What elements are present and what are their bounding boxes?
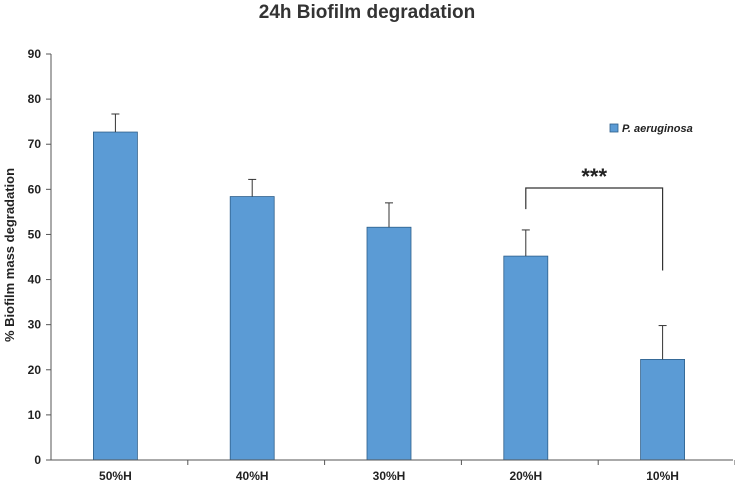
- y-tick-label: 30: [28, 318, 42, 332]
- x-tick-label: 40%H: [236, 469, 269, 483]
- y-tick-label: 80: [28, 92, 42, 106]
- bar: [93, 131, 138, 461]
- x-axis-ticks: 50%H 40%H 30%H 20%H 10%H: [99, 460, 735, 483]
- legend-label: P. aeruginosa: [622, 123, 693, 135]
- chart-title: 24h Biofilm degradation: [259, 2, 475, 23]
- bar: [503, 255, 549, 461]
- y-axis-label: % Biofilm mass degradation: [2, 168, 17, 342]
- y-tick-label: 60: [28, 182, 42, 196]
- y-tick-label: 0: [34, 453, 41, 467]
- legend-swatch: [609, 123, 619, 133]
- error-bars: [111, 113, 667, 360]
- y-axis-ticks: 0 10 20 30 40 50 60 70 80 90: [28, 47, 51, 467]
- y-tick-label: 70: [28, 137, 42, 151]
- y-tick-label: 10: [28, 408, 42, 422]
- x-tick-label: 30%H: [373, 469, 406, 483]
- bar: [229, 196, 275, 461]
- y-tick-label: 90: [28, 47, 42, 61]
- x-tick-label: 50%H: [99, 469, 132, 483]
- bar: [640, 359, 685, 461]
- significance-label: ***: [581, 164, 607, 189]
- significance-line: [525, 187, 664, 271]
- y-tick-label: 20: [28, 363, 42, 377]
- x-tick-label: 10%H: [646, 469, 679, 483]
- legend: P. aeruginosa: [609, 123, 693, 135]
- bar: [366, 226, 412, 461]
- y-tick-label: 50: [28, 227, 42, 241]
- significance-bracket: ***: [525, 164, 664, 271]
- y-tick-label: 40: [28, 273, 42, 287]
- x-tick-label: 20%H: [509, 469, 542, 483]
